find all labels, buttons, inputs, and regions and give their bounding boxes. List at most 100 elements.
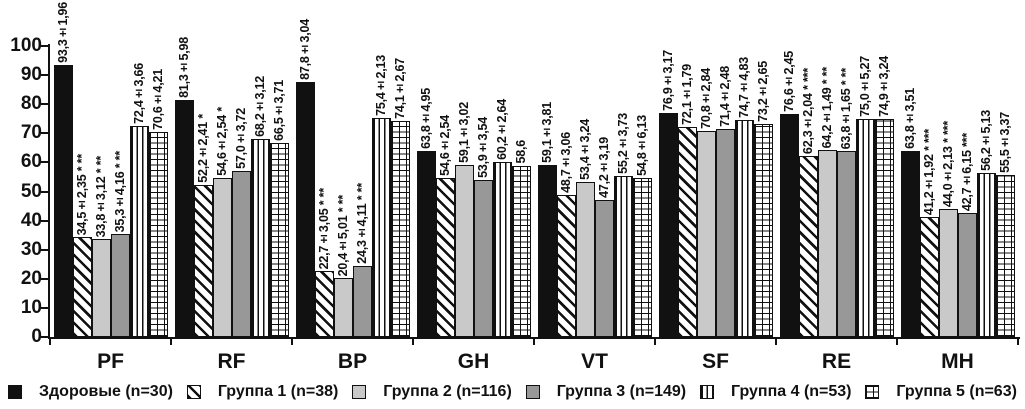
bar-value-label: 75,4±2,13 xyxy=(374,55,388,116)
y-axis-tick-label: 60 xyxy=(20,151,42,173)
bar-mh-series3: 42,7±6,15 *** xyxy=(957,133,977,337)
bar-gh-series2: 59,1±3,02 xyxy=(454,102,474,337)
y-axis-tick xyxy=(41,74,49,77)
bar-pf-series5: 70,6±4,21 xyxy=(148,69,168,337)
y-axis-tick xyxy=(41,103,49,106)
category-label-mh: MH xyxy=(941,350,974,373)
x-axis-tick xyxy=(533,339,535,345)
bar-value-label: 66,5±3,71 xyxy=(272,80,286,141)
category-label-bp: BP xyxy=(337,350,368,373)
bar-value-label: 76,9±3,17 xyxy=(661,50,675,111)
bar-rf-series4: 68,2±3,12 xyxy=(250,76,270,337)
y-axis-tick-label: 10 xyxy=(20,296,42,318)
bar-pf-series2: 33,8±3,12 * ** xyxy=(91,156,111,337)
bar-gh-series1: 54,6±2,54 xyxy=(435,115,455,337)
bar-bp-series5: 74,1±2,67 xyxy=(390,58,410,337)
bar-value-label: 24,3±4,11 * ** xyxy=(355,183,369,264)
bar-mh-series4: 56,2±5,13 xyxy=(976,110,996,337)
bar-re-series5: 74,9±3,24 xyxy=(874,56,894,337)
bar-value-label: 71,4±2,48 xyxy=(718,66,732,127)
bar-pf-series1: 34,5±2,35 * ** xyxy=(72,154,92,337)
bar-gh-series0: 63,8±4,95 xyxy=(416,88,436,337)
bar-mh-series0: 63,8±3,51 xyxy=(900,88,920,337)
bar-value-label: 74,7±4,83 xyxy=(737,57,751,118)
bar-sf-series4: 74,7±4,83 xyxy=(734,57,754,337)
y-axis-tick xyxy=(41,219,49,222)
bar-value-label: 63,8±1,65 * ** xyxy=(839,67,853,149)
y-axis-tick-label: 70 xyxy=(20,122,42,144)
bar-value-label: 55,5±3,37 xyxy=(998,112,1012,173)
bar-sf-series0: 76,9±3,17 xyxy=(658,50,678,337)
bar-sf-series2: 70,8±2,84 xyxy=(696,68,716,337)
bar-value-label: 56,2±5,13 xyxy=(979,110,993,171)
bar-value-label: 48,7±3,06 xyxy=(559,132,573,193)
bar-value-label: 44,0±2,13 * *** xyxy=(941,120,955,207)
legend-item: Группа 5 (n=63) xyxy=(865,383,1017,401)
bar-sf-series3: 71,4±2,48 xyxy=(715,66,735,337)
bar-vt-series3: 47,2±3,19 xyxy=(594,137,614,337)
bar-sf-series1: 72,1±1,79 xyxy=(677,64,697,337)
x-axis-tick xyxy=(654,339,656,345)
bar-value-label: 54,6±2,54 xyxy=(438,115,452,176)
legend-marker-vertical-lines-icon xyxy=(700,385,714,399)
legend-label: Группа 1 (n=38) xyxy=(217,383,339,400)
bar-bp-series4: 75,4±2,13 xyxy=(371,55,391,337)
chart-legend: Здоровые (n=30) Группа 1 (n=38) Группа 2 (… xyxy=(8,379,1017,405)
y-axis-tick-label: 90 xyxy=(20,64,42,86)
bar-value-label: 68,2±3,12 xyxy=(253,76,267,137)
bar-gh-series3: 53,9±3,54 xyxy=(473,117,493,337)
legend-marker-mid-gray-icon xyxy=(525,385,540,399)
bar-value-label: 63,8±4,95 xyxy=(419,88,433,149)
bar-value-label: 54,6±2,54 * xyxy=(215,107,229,176)
bar-re-series1: 62,3±2,04 * *** xyxy=(798,68,818,337)
bar-value-label: 87,8±3,04 xyxy=(298,19,312,80)
legend-label: Группа 2 (n=116) xyxy=(383,383,512,400)
bar-re-series4: 75,0±5,27 xyxy=(855,56,875,337)
legend-item: Группа 4 (n=53) xyxy=(700,383,852,401)
bar-pf-series0: 93,3±1,96 xyxy=(53,2,73,337)
category-label-re: RE xyxy=(821,350,852,373)
bar-bp-series1: 22,7±3,05 * ** xyxy=(314,188,334,337)
bar-value-label: 74,9±3,24 xyxy=(877,56,891,117)
bar-value-label: 70,6±4,21 xyxy=(151,69,165,130)
bar-bp-series3: 24,3±4,11 * ** xyxy=(352,183,372,337)
y-axis-tick-label: 50 xyxy=(20,180,42,202)
x-axis-tick xyxy=(896,339,898,345)
bar-rf-series3: 57,0±3,72 xyxy=(231,108,251,337)
bar-rf-series2: 54,6±2,54 * xyxy=(212,107,232,337)
x-axis-tick xyxy=(412,339,414,345)
bar-value-label: 34,5±2,35 * ** xyxy=(75,153,89,235)
legend-item: Группа 3 (n=149) xyxy=(525,383,687,401)
legend-label: Группа 5 (n=63) xyxy=(896,383,1017,400)
bar-value-label: 60,2±2,64 xyxy=(495,99,509,160)
legend-label: Здоровые (n=30) xyxy=(39,383,173,400)
category-label-rf: RF xyxy=(217,350,246,373)
legend-marker-solid-black-icon xyxy=(8,385,22,399)
bar-value-label: 54,8±6,13 xyxy=(635,115,649,176)
category-label-pf: PF xyxy=(97,350,124,373)
legend-label: Группа 4 (n=53) xyxy=(731,383,852,400)
bar-vt-series1: 48,7±3,06 xyxy=(556,132,576,337)
bar-mh-series1: 41,2±1,92 * *** xyxy=(919,129,939,337)
legend-label: Группа 3 (n=149) xyxy=(556,383,687,400)
legend-marker-brick-icon xyxy=(865,385,880,399)
bar-rf-series0: 81,3±5,98 xyxy=(174,37,194,337)
x-axis-line xyxy=(48,337,1020,339)
bar-value-label: 75,0±5,27 xyxy=(858,56,872,117)
y-axis-tick xyxy=(41,132,49,135)
y-axis-tick-label: 100 xyxy=(10,35,42,56)
category-label-gh: GH xyxy=(457,350,490,373)
legend-item: Группа 2 (n=116) xyxy=(352,383,512,401)
bar-value-label: 76,6±2,45 xyxy=(782,51,796,112)
x-axis-tick xyxy=(49,339,51,345)
bar-mh-series5: 55,5±3,37 xyxy=(995,112,1015,337)
bar-value-label: 74,1±2,67 xyxy=(393,58,407,119)
bar-sf-series5: 73,2±2,65 xyxy=(753,61,773,337)
x-axis-tick xyxy=(775,339,777,345)
x-axis-tick xyxy=(170,339,172,345)
bar-vt-series0: 59,1±3,81 xyxy=(537,102,557,337)
y-axis-line xyxy=(48,44,50,339)
bar-bp-series2: 20,4±5,01 * ** xyxy=(333,195,353,337)
bar-value-label: 62,3±2,04 * *** xyxy=(801,67,815,154)
